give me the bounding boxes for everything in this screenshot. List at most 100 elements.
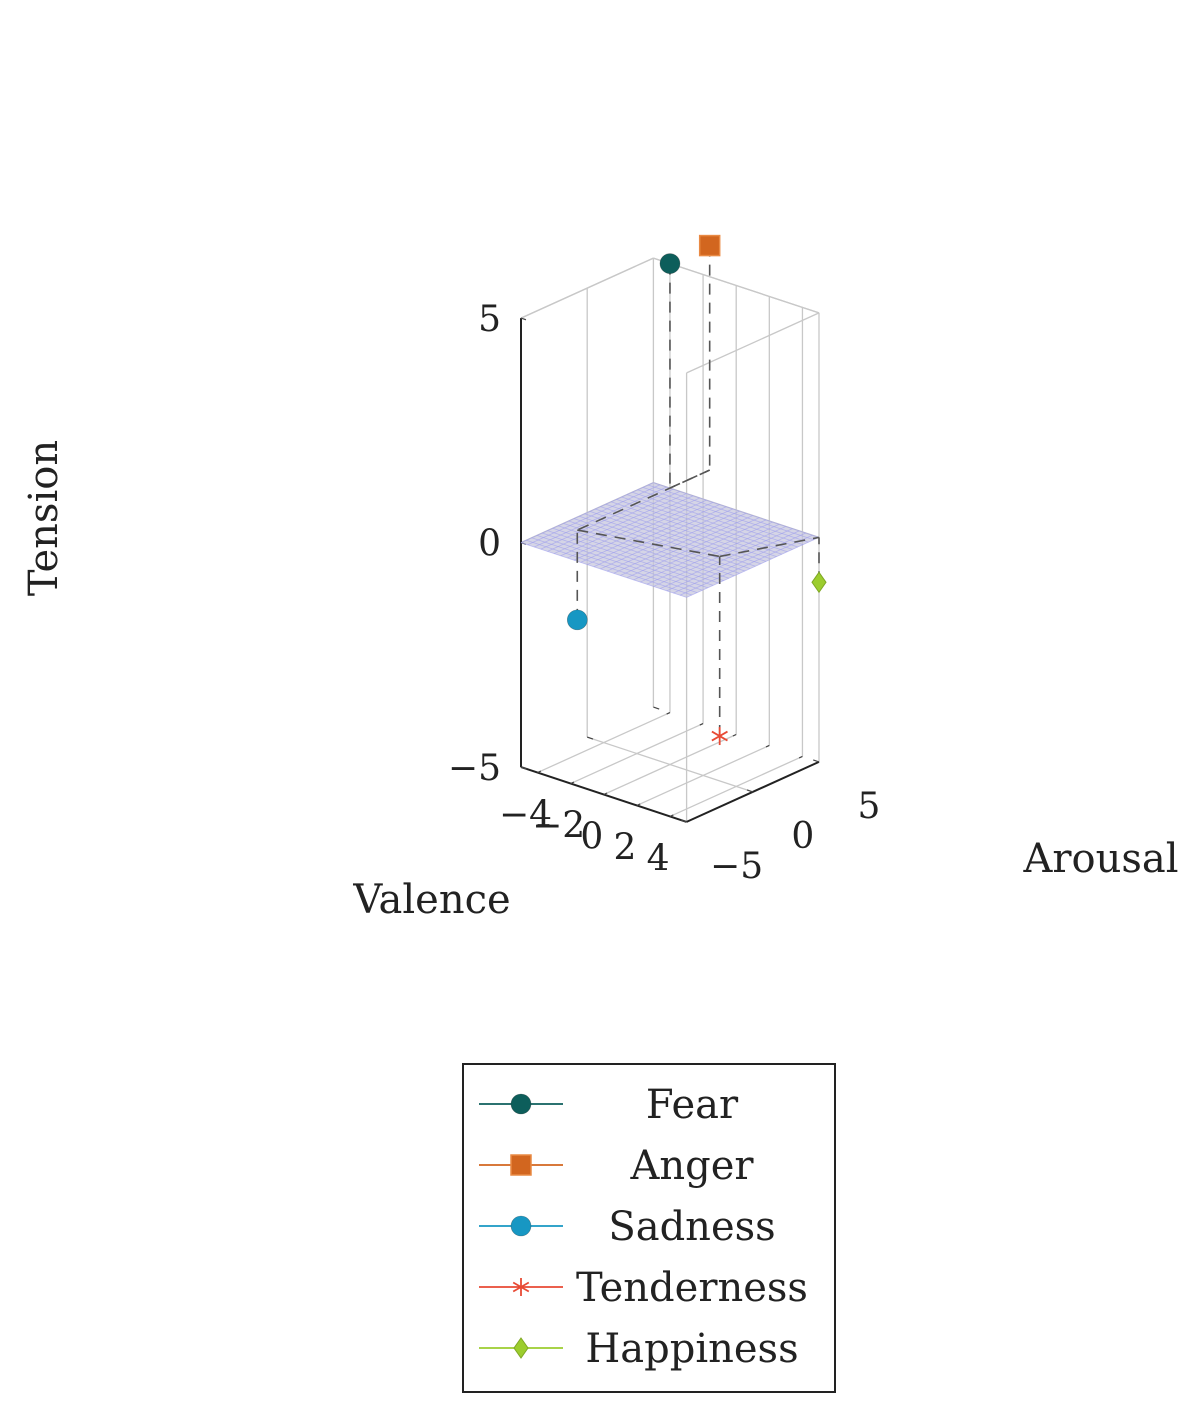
x-axis-title: Valence [352, 877, 510, 923]
plane-grid-line [534, 486, 667, 548]
y-tick-mark [680, 819, 687, 823]
legend-entry-tenderness: Tenderness [479, 1265, 808, 1311]
plane-grid-line [547, 491, 681, 552]
legend-entry-sadness: Sadness [479, 1204, 776, 1250]
reference-plane-surface [521, 482, 819, 598]
x-tick-mark [537, 770, 542, 774]
y-tick-label: 0 [791, 816, 814, 857]
axis-titles: Valence Arousal Tension [21, 440, 1179, 923]
x-tick-label: −4 [499, 795, 552, 836]
plane-grid-line [531, 537, 698, 593]
back-wall-grid-line [653, 257, 820, 314]
legend-entry-anger: Anger [479, 1143, 754, 1189]
legend-entry-happiness: Happiness [479, 1326, 799, 1372]
reference-plane [520, 482, 820, 598]
plane-grid-line [563, 523, 730, 579]
plane-grid-line [633, 519, 767, 581]
plane-grid-line [536, 535, 703, 591]
plane-grid-line [553, 493, 687, 554]
x-tick-mark [669, 814, 674, 817]
y-tick-mark [746, 789, 753, 793]
plane-grid-line [547, 530, 714, 586]
plane-grid-line [646, 523, 780, 585]
plane-grid-line [642, 487, 809, 543]
plane-grid-line [666, 530, 800, 592]
x-tick-label: 0 [580, 817, 603, 858]
legend-label: Fear [646, 1082, 739, 1128]
y-tick-label: 5 [858, 786, 881, 827]
x-tick-mark [765, 744, 770, 748]
plane-grid-line [573, 499, 707, 561]
z-tick-label: 0 [478, 524, 501, 565]
plane-grid-line [621, 496, 788, 553]
x-tick-mark [636, 803, 641, 807]
plane-grid-line [686, 537, 820, 598]
plane-grid-line [640, 521, 773, 583]
y-tick-mark [813, 759, 820, 763]
x-tick-label: 2 [613, 827, 636, 868]
drop-lines [576, 245, 820, 737]
legend-marker-stroke [512, 1281, 530, 1293]
plane-grid-line [616, 499, 783, 555]
x-tick-mark [666, 712, 671, 715]
plane-grid-line [679, 534, 813, 596]
legend-marker [510, 1154, 532, 1176]
legend-label: Happiness [585, 1326, 798, 1372]
plane-grid-line [567, 497, 700, 559]
plane-grid-line [606, 510, 740, 572]
legend-label: Anger [629, 1143, 754, 1189]
back-edge [686, 312, 820, 374]
point-anger [698, 234, 721, 257]
legend: Fear Anger Sadness Tenderness Happiness [462, 1063, 836, 1393]
plane-grid-line [613, 512, 747, 574]
point-tenderness-stroke [711, 730, 728, 742]
plane-grid-line [584, 513, 751, 569]
plane-grid-line [540, 488, 674, 550]
plane-grid-line [568, 520, 735, 577]
x-tick-label: 4 [647, 838, 670, 879]
plane-grid-line [626, 494, 793, 550]
plane-grid-line [520, 482, 654, 543]
x-tick-mark [603, 792, 608, 796]
floor-grid-line [586, 736, 754, 793]
plane-path-segment [577, 529, 720, 558]
tick-labels: −4−20 2 4 −505−505 [448, 299, 881, 887]
z-tick-label: 5 [478, 299, 501, 340]
x-tick-mark [732, 733, 737, 737]
plane-grid-line [653, 482, 820, 538]
plane-grid-line [600, 508, 734, 570]
side-wall-grid-line [520, 257, 654, 319]
plane-grid-line [526, 539, 693, 596]
plane-grid-line [573, 518, 740, 574]
plane-grid-line [673, 532, 806, 594]
y-tick-mark [653, 706, 660, 710]
y-axis-title: Arousal [1022, 836, 1178, 882]
plane-grid-line [542, 532, 708, 589]
plane-grid-line [605, 503, 772, 560]
plane-grid-line [579, 515, 745, 572]
x-tick-label: −2 [532, 806, 585, 847]
z-tick-mark [520, 766, 527, 770]
data-points [566, 234, 827, 746]
z-tick-label: −5 [448, 748, 501, 789]
plane-grid-line [595, 508, 761, 565]
plane-grid-line [593, 506, 727, 568]
x-tick-mark [570, 781, 575, 785]
plane-grid-line [580, 501, 714, 563]
plane-grid-line [557, 525, 724, 581]
point-happiness [811, 571, 827, 594]
legend-label: Tenderness [576, 1265, 808, 1311]
x-tick-mark [699, 722, 704, 726]
plane-path-segment [576, 469, 711, 531]
plane-grid-line [620, 515, 753, 576]
plane-grid-line [552, 527, 719, 584]
point-fear [659, 253, 681, 274]
plane-grid-line [659, 528, 793, 589]
z-axis-title: Tension [21, 440, 67, 596]
point-tenderness [711, 727, 728, 746]
plane-grid-line [610, 501, 777, 557]
plane-grid-line [647, 484, 814, 541]
x-tick-mark [798, 755, 803, 759]
legend-entry-fear: Fear [479, 1082, 739, 1128]
